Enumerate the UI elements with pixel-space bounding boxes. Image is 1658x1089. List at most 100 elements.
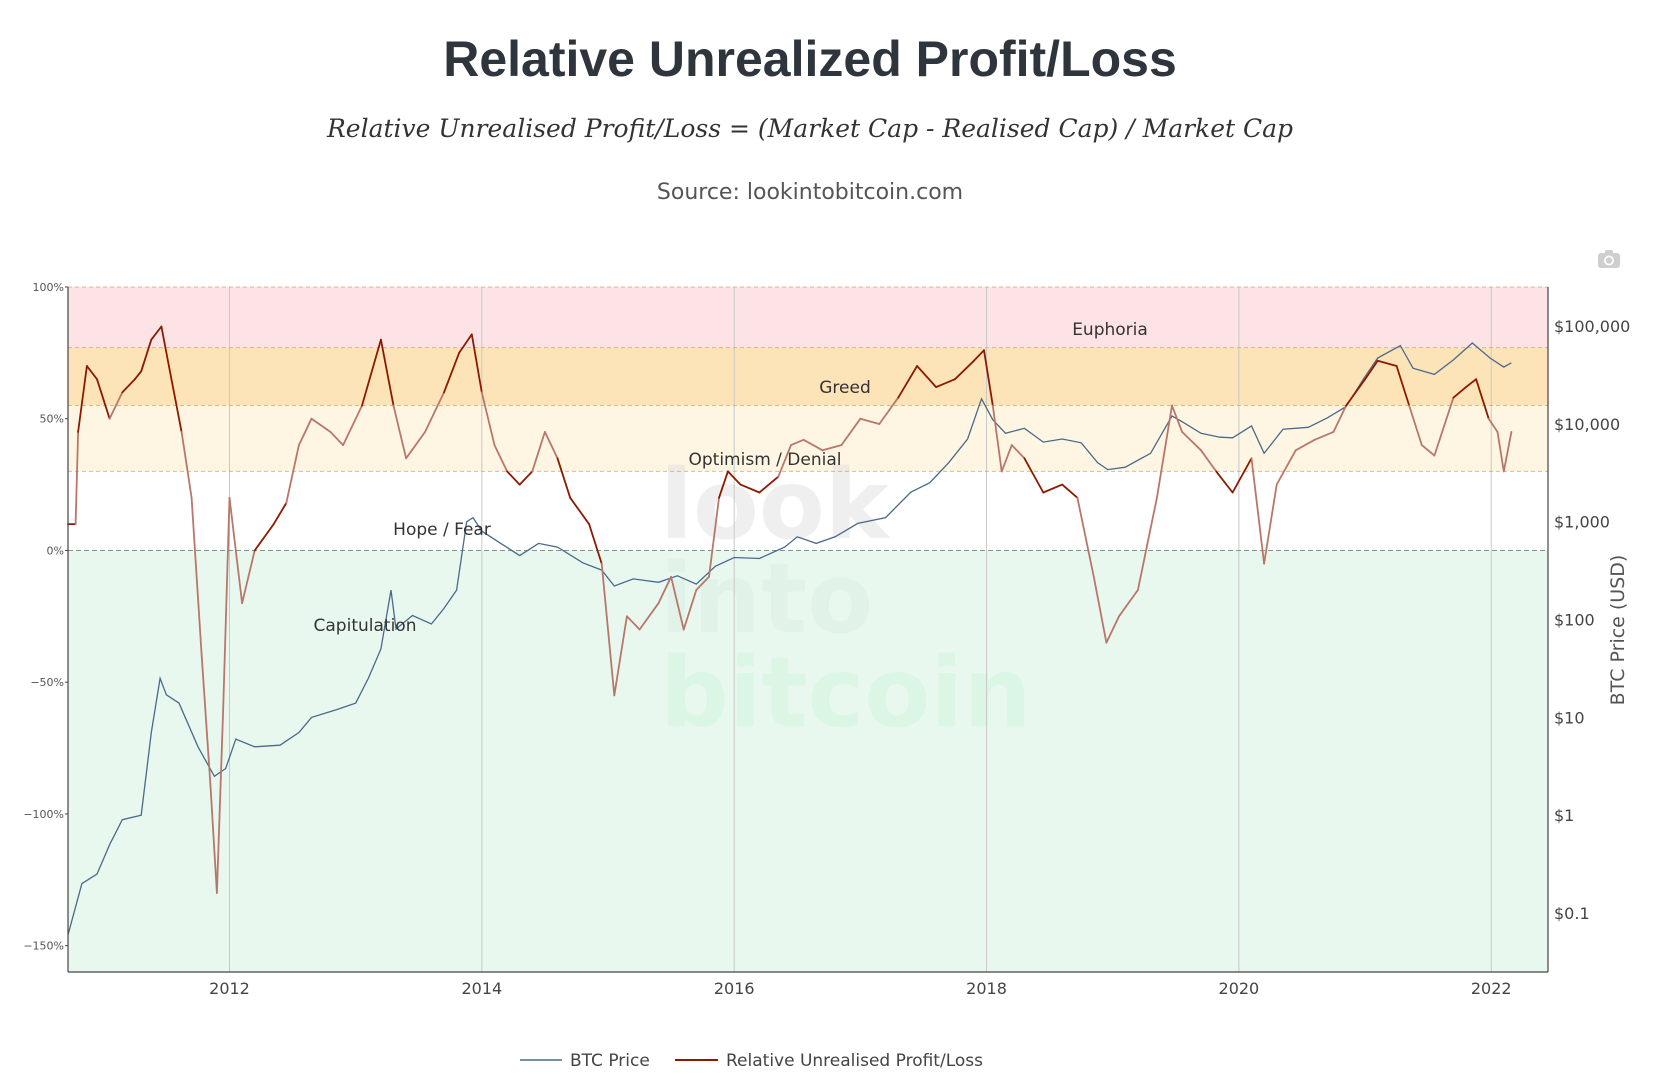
y-left-tick-label: −100% [23,808,64,821]
y-left-tick-label: 0% [47,544,64,557]
nupl-segment [531,430,546,473]
nupl-segment [1345,378,1366,407]
nupl-segment [613,615,628,697]
zone-optimism-denial [68,405,1548,472]
chart-source: Source: lookintobitcoin.com [656,180,964,205]
nupl-segment [1181,430,1202,452]
nupl-segment [121,378,136,394]
nupl-segment [916,365,937,389]
nupl-segment [361,338,382,407]
nupl-segment [458,333,473,354]
zone-bands [68,287,1548,972]
nupl-segment [954,359,975,381]
camera-icon[interactable] [1597,249,1621,269]
zone-euphoria [68,287,1548,348]
nupl-segment [342,404,363,447]
y-right-tick-label: $1,000 [1554,513,1610,532]
legend-label-btc-price: BTC Price [570,1051,650,1071]
nupl-segment [1332,404,1347,433]
nupl-segment [1364,359,1379,381]
nupl-segment [1076,496,1095,578]
zone-label-capitulation: Capitulation [314,616,417,636]
nupl-segment [1420,444,1436,457]
nupl-segment [1023,457,1045,494]
nupl-segment [600,562,616,697]
right-axis-label: BTC Price (USD) [1607,555,1629,706]
nupl-segment [1475,378,1490,420]
nupl-segment [718,470,729,499]
y-right-tick-label: $100,000 [1554,317,1630,336]
zone-greed [68,347,1548,406]
nupl-segment [1092,575,1108,644]
watermark-bitcoin: bitcoin [660,637,1032,749]
nupl-segment [215,707,225,894]
nupl-segment [638,602,660,631]
nupl-segment [253,523,275,552]
nupl-segment [1487,417,1499,433]
x-tick-label: 2014 [461,979,502,998]
nupl-segment [180,430,193,499]
nupl-segment [777,444,792,478]
y-right-tick-label: $10 [1554,708,1585,727]
nupl-segment [506,470,521,486]
nupl-segment [1231,457,1253,494]
nupl-segment [470,333,483,394]
nupl-segment [96,378,111,420]
zone-label-greed: Greed [819,378,871,398]
x-tick-label: 2022 [1471,979,1512,998]
nupl-segment [821,444,843,452]
nupl-segment [859,417,881,425]
nupl-segment [991,404,1003,473]
nupl-segment [1496,430,1505,473]
nupl-segment [1395,365,1411,407]
x-tick-label: 2012 [209,979,250,998]
series [67,325,1513,935]
y-right-tick-label: $10,000 [1554,415,1620,434]
zone-capitulation [68,550,1548,972]
nupl-segment [670,575,685,631]
x-tick-label: 2016 [714,979,755,998]
nupl-segment [77,365,88,433]
nupl-segment [569,496,590,525]
nupl-segment [1061,483,1079,499]
nupl-segment [518,470,534,486]
nupl-segment [493,444,509,473]
nupl-segment [1042,483,1064,494]
nupl-segment [1433,396,1455,457]
nupl-segment [682,589,698,631]
nupl-segment [272,502,288,525]
y-right-tick-label: $1 [1554,806,1574,825]
nupl-segment [222,496,231,710]
nupl-segment [1010,444,1026,460]
nupl-segment [657,575,672,605]
nupl-segment [544,430,559,460]
legend-label-nupl: Relative Unrealised Profit/Loss [726,1051,983,1071]
zone-label-optimism-denial: Optimism / Denial [689,450,842,470]
nupl-segment [424,391,445,433]
nupl-segment [758,475,780,494]
nupl-segment [379,338,395,407]
nupl-segment [1000,444,1013,473]
nupl-segment [1137,496,1158,591]
y-left-tick-label: −50% [30,676,64,689]
nupl-segment [695,575,710,591]
nupl-segment [297,417,313,447]
y-right-tick-label: $100 [1554,611,1595,630]
zone-hope-fear [68,471,1548,551]
nupl-segment [708,496,720,578]
y-right-tick-label: $0.1 [1554,904,1590,923]
nupl-segment [86,365,98,381]
nupl-segment [626,615,641,631]
watermark-into: into [660,543,873,655]
nupl-segment [480,391,496,447]
nupl-segment [329,430,345,447]
watermark: look into bitcoin [660,449,1032,749]
zone-labels: Euphoria Greed Optimism / Denial Hope / Fea… [314,320,1148,636]
watermark-look: look [660,449,891,561]
nupl-segment [840,417,862,447]
nupl-segment [241,549,256,605]
nupl-segment [973,349,985,362]
gridlines [68,286,1548,972]
nupl-segment [1263,483,1278,565]
